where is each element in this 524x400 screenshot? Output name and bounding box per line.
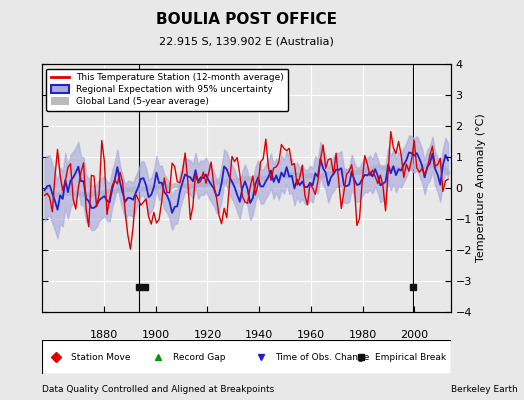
Y-axis label: Temperature Anomaly (°C): Temperature Anomaly (°C) bbox=[476, 114, 486, 262]
Text: 1960: 1960 bbox=[297, 330, 325, 340]
Text: Station Move: Station Move bbox=[71, 352, 130, 362]
Text: Time of Obs. Change: Time of Obs. Change bbox=[275, 352, 369, 362]
Legend: This Temperature Station (12-month average), Regional Expectation with 95% uncer: This Temperature Station (12-month avera… bbox=[47, 68, 289, 111]
Text: 22.915 S, 139.902 E (Australia): 22.915 S, 139.902 E (Australia) bbox=[159, 36, 334, 46]
Text: Record Gap: Record Gap bbox=[173, 352, 225, 362]
Text: 1880: 1880 bbox=[90, 330, 118, 340]
Text: BOULIA POST OFFICE: BOULIA POST OFFICE bbox=[156, 12, 337, 27]
Text: 1940: 1940 bbox=[245, 330, 274, 340]
Text: 1920: 1920 bbox=[193, 330, 222, 340]
Text: 2000: 2000 bbox=[400, 330, 429, 340]
FancyBboxPatch shape bbox=[42, 340, 451, 374]
Text: Empirical Break: Empirical Break bbox=[375, 352, 446, 362]
Text: 1900: 1900 bbox=[141, 330, 170, 340]
Text: 1980: 1980 bbox=[348, 330, 377, 340]
Text: Berkeley Earth: Berkeley Earth bbox=[451, 385, 517, 394]
Text: Data Quality Controlled and Aligned at Breakpoints: Data Quality Controlled and Aligned at B… bbox=[42, 385, 274, 394]
